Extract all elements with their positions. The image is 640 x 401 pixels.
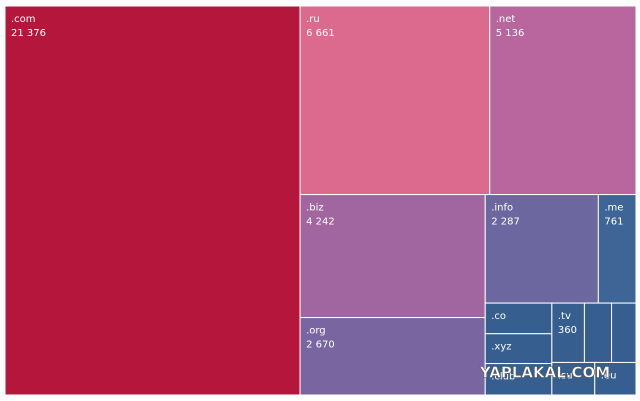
tile bbox=[551, 361, 596, 396]
tile-label: .com bbox=[11, 14, 36, 25]
tile-label: .su bbox=[558, 370, 573, 381]
tile-label: .org bbox=[306, 326, 326, 337]
tile bbox=[597, 194, 637, 304]
tile bbox=[583, 302, 613, 363]
tile bbox=[489, 5, 637, 196]
tile bbox=[4, 5, 301, 396]
tile bbox=[299, 5, 491, 196]
tile bbox=[611, 302, 637, 363]
tile-label: .info bbox=[491, 203, 513, 214]
tile-label: .biz bbox=[306, 203, 324, 214]
watermark: YAPLAKAL.COM bbox=[479, 364, 610, 382]
tile-label: .net bbox=[496, 14, 516, 25]
value-label: 360 bbox=[558, 325, 577, 336]
tile bbox=[484, 194, 599, 304]
tile-label: .ru bbox=[306, 14, 320, 25]
tile bbox=[484, 333, 553, 365]
value-label: 21 376 bbox=[11, 28, 46, 39]
value-label: 2 287 bbox=[491, 217, 520, 228]
tile-label: .club bbox=[491, 372, 515, 383]
value-label: 761 bbox=[604, 217, 623, 228]
value-label: 5 136 bbox=[496, 28, 525, 39]
tile-label: .xyz bbox=[491, 342, 511, 353]
value-label: 2 670 bbox=[306, 340, 335, 351]
tile-label: .co bbox=[491, 311, 506, 322]
tile-label: .tv bbox=[558, 311, 571, 322]
tile bbox=[299, 194, 486, 319]
value-label: 4 242 bbox=[306, 217, 335, 228]
tile-label: .me bbox=[604, 203, 623, 214]
tile bbox=[484, 363, 553, 396]
tile bbox=[299, 317, 486, 396]
tile bbox=[594, 361, 637, 396]
tile-label: .eu bbox=[601, 370, 617, 381]
value-label: 6 661 bbox=[306, 28, 335, 39]
